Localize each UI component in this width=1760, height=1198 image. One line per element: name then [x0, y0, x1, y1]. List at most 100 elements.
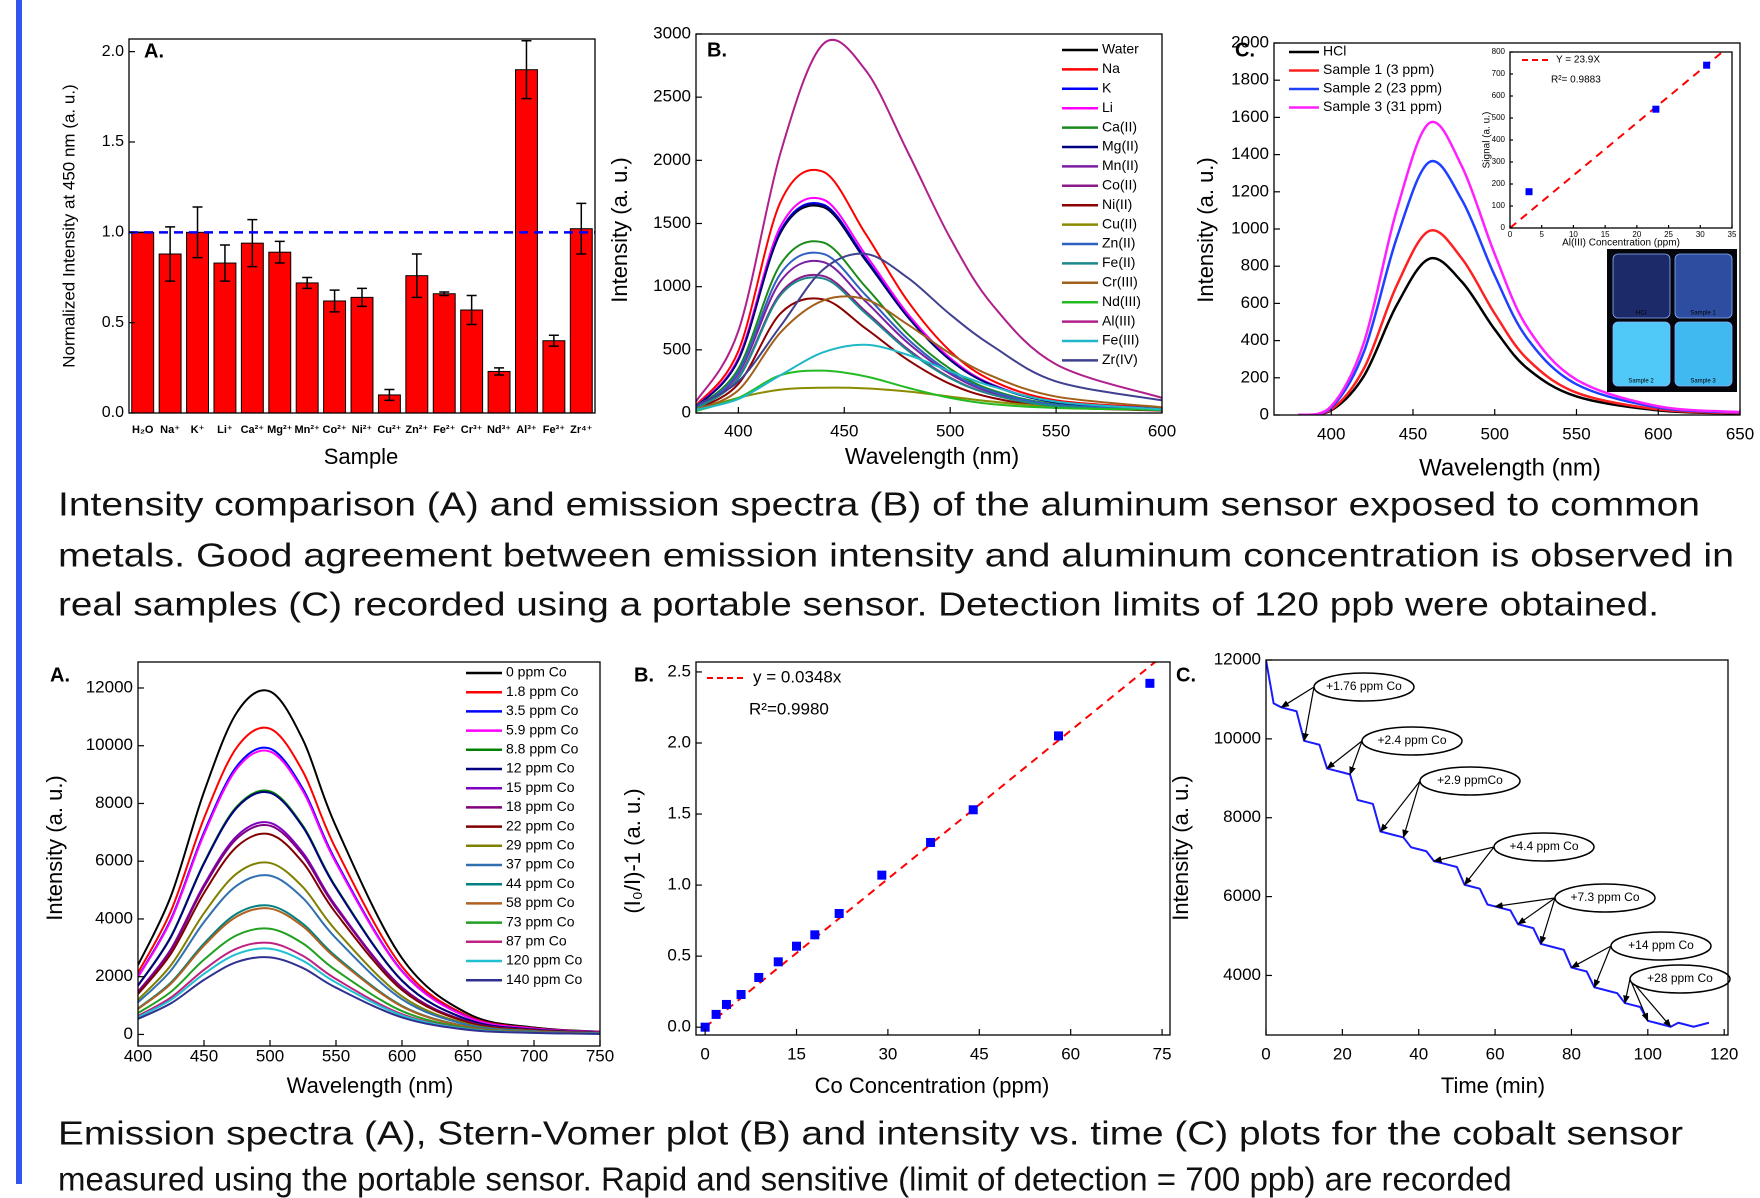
x-tick-label: 500 — [1481, 424, 1509, 443]
y-tick-label: 200 — [1492, 179, 1506, 188]
legend-label: 18 ppm Co — [506, 798, 575, 814]
x-tick-label: 400 — [124, 1046, 152, 1065]
x-tick-label: Li⁺ — [217, 424, 233, 436]
line-series — [1298, 159, 1740, 415]
legend-label: Zn(II) — [1102, 235, 1135, 251]
y-axis-label: Intensity (a. u.) — [1193, 157, 1218, 303]
bar — [323, 300, 347, 413]
sample-photo — [1674, 321, 1733, 387]
annotation-arrow — [1629, 978, 1672, 1028]
annotation-arrow — [1629, 978, 1649, 1022]
plot-area — [1266, 660, 1710, 1028]
scatter-point — [1054, 731, 1064, 741]
bar — [131, 231, 155, 413]
scatter-point — [926, 837, 936, 847]
legend-label: Cr(III) — [1102, 274, 1138, 290]
line-series — [138, 749, 600, 1034]
plot-background — [696, 662, 1170, 1035]
line-series — [1298, 228, 1740, 415]
caption-line: metals. Good agreement between emission … — [58, 537, 1734, 574]
x-tick-label: 450 — [830, 421, 858, 440]
scatter-point — [736, 990, 746, 1000]
legend-label: Nd(III) — [1102, 293, 1141, 309]
x-tick-label: 20 — [1632, 230, 1641, 239]
y-tick-label: 2.5 — [667, 661, 691, 680]
plot-frame — [128, 38, 596, 414]
bar — [460, 309, 484, 413]
annotation-label: +7.3 ppm Co — [1570, 890, 1639, 904]
legend-label: 44 ppm Co — [506, 875, 575, 891]
x-tick-label: 80 — [1562, 1044, 1581, 1063]
x-tick-label: 650 — [454, 1046, 482, 1065]
scatter-point — [773, 957, 783, 967]
plot-area — [1510, 52, 1724, 228]
line-series — [1266, 660, 1710, 1028]
line-series — [138, 791, 600, 1034]
legend-label: Ca(II) — [1102, 118, 1137, 134]
x-axis-label: Co Concentration (ppm) — [815, 1073, 1050, 1098]
y-tick-label: 2000 — [653, 150, 691, 169]
x-tick-label: 25 — [1664, 230, 1673, 239]
y-tick-label: 12000 — [1214, 649, 1261, 668]
photo-label: HCl — [1636, 311, 1646, 317]
legend-label: Mn(II) — [1102, 157, 1139, 173]
error-bar — [357, 287, 367, 308]
plot-area — [138, 689, 600, 1035]
annotation-bubble — [1361, 726, 1463, 756]
x-tick-label: Nd³⁺ — [487, 424, 511, 436]
bar — [295, 282, 319, 413]
x-tick-label: Al³⁺ — [516, 424, 537, 436]
x-tick-label: Zr⁴⁺ — [570, 424, 592, 436]
annotation-bubble — [1610, 931, 1712, 961]
x-tick-label: 15 — [787, 1044, 806, 1063]
line-series — [696, 369, 1162, 413]
x-tick-label: 650 — [1726, 424, 1754, 443]
y-tick-label: 4000 — [1223, 965, 1261, 984]
x-tick-label: 35 — [1728, 230, 1737, 239]
panel-label: C. — [1235, 39, 1255, 61]
x-tick-label: 400 — [724, 421, 752, 440]
y-tick-label: 800 — [1492, 47, 1506, 56]
legend-label: 22 ppm Co — [506, 817, 575, 833]
r2-label: R²=0.9980 — [749, 699, 829, 718]
x-tick-label: 450 — [1399, 424, 1427, 443]
x-axis-label: Sample — [324, 444, 399, 469]
x-tick-label: Cr³⁺ — [461, 424, 483, 436]
x-tick-label: 750 — [586, 1046, 614, 1065]
photo-label: Sample 2 — [1628, 379, 1654, 385]
legend-label: 12 ppm Co — [506, 760, 575, 776]
legend-label: 8.8 ppm Co — [506, 741, 579, 757]
x-tick-label: 450 — [190, 1046, 218, 1065]
legend-label: Sample 1 (3 ppm) — [1323, 61, 1434, 77]
plot-area — [696, 38, 1162, 413]
x-tick-label: Ni²⁺ — [352, 424, 373, 436]
scatter-point — [700, 1022, 710, 1032]
annotation-arrow — [1380, 780, 1421, 833]
legend-label: Co(II) — [1102, 177, 1137, 193]
x-tick-label: 15 — [1601, 230, 1610, 239]
y-axis-label: Normalized Intensity at 450 nm (a. u.) — [59, 84, 78, 367]
x-tick-label: 600 — [388, 1046, 416, 1065]
y-axis-label: Signal (a. u.) — [1482, 112, 1493, 169]
caption-line: real samples (C) recorded using a portab… — [58, 586, 1659, 623]
scatter-point — [1525, 188, 1533, 196]
x-axis-label: Wavelength (nm) — [287, 1073, 454, 1098]
bar — [213, 262, 237, 413]
annotation-bubble — [1313, 672, 1415, 702]
legend-label: 87 pm Co — [506, 933, 567, 949]
y-tick-label: 8000 — [1223, 807, 1261, 826]
y-tick-label: 0.0 — [102, 404, 124, 421]
scatter-point — [877, 870, 887, 880]
line-series — [696, 295, 1162, 411]
legend-label: Li — [1102, 99, 1113, 115]
y-tick-label: 1000 — [653, 276, 691, 295]
x-tick-label: 550 — [322, 1046, 350, 1065]
line-series — [696, 343, 1162, 411]
y-tick-label: 600 — [1492, 91, 1506, 100]
panel-label: A. — [144, 40, 164, 62]
legend-label: Mg(II) — [1102, 138, 1139, 154]
plot-frame — [137, 661, 601, 1047]
annotation-label: +2.4 ppm Co — [1377, 733, 1446, 747]
annotation-arrow — [1517, 897, 1556, 925]
x-tick-label: 500 — [256, 1046, 284, 1065]
